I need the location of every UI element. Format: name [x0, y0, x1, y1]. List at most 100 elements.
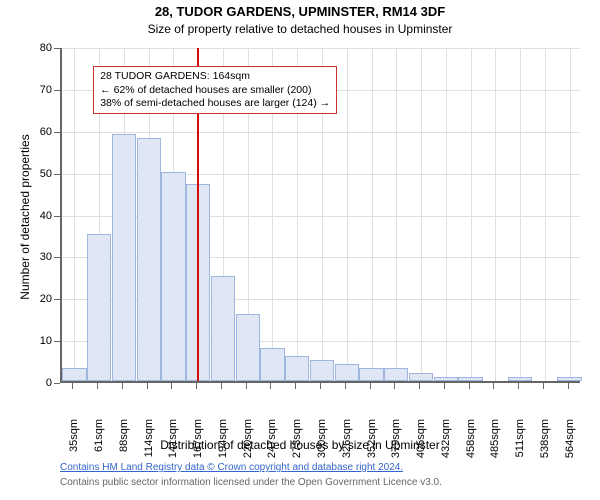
histogram-bar — [335, 364, 359, 381]
histogram-bar — [211, 276, 235, 381]
annotation-line: ← 62% of detached houses are smaller (20… — [100, 84, 330, 97]
xtick-label: 167sqm — [192, 419, 204, 469]
xtick — [345, 383, 346, 389]
xtick-label: 458sqm — [465, 419, 477, 469]
histogram-bar — [359, 368, 383, 381]
ytick-label: 10 — [26, 335, 52, 347]
plot-area: 28 TUDOR GARDENS: 164sqm← 62% of detache… — [60, 48, 580, 383]
histogram-bar — [112, 134, 136, 381]
xtick-label: 352sqm — [366, 419, 378, 469]
xtick — [295, 383, 296, 389]
xtick-label: 141sqm — [167, 419, 179, 469]
ytick-label: 80 — [26, 42, 52, 54]
histogram-bar — [161, 172, 185, 381]
ytick-label: 50 — [26, 168, 52, 180]
xtick-label: 247sqm — [266, 419, 278, 469]
histogram-bar — [62, 368, 86, 381]
gridline-horizontal — [62, 48, 580, 49]
histogram-bar — [260, 348, 284, 382]
xtick-label: 61sqm — [93, 419, 105, 469]
gridline-vertical — [446, 48, 447, 381]
histogram-bar — [458, 377, 482, 381]
chart-title: 28, TUDOR GARDENS, UPMINSTER, RM14 3DF — [0, 4, 600, 19]
gridline-vertical — [520, 48, 521, 381]
xtick-label: 432sqm — [440, 419, 452, 469]
xtick-label: 300sqm — [316, 419, 328, 469]
xtick — [394, 383, 395, 389]
ytick — [54, 216, 60, 217]
xtick — [196, 383, 197, 389]
xtick-label: 405sqm — [415, 419, 427, 469]
histogram-bar — [285, 356, 309, 381]
gridline-vertical — [396, 48, 397, 381]
ytick — [54, 132, 60, 133]
histogram-bar — [236, 314, 260, 381]
xtick — [469, 383, 470, 389]
xtick — [444, 383, 445, 389]
xtick-label: 35sqm — [68, 419, 80, 469]
xtick — [270, 383, 271, 389]
gridline-vertical — [74, 48, 75, 381]
gridline-vertical — [347, 48, 348, 381]
ytick-label: 40 — [26, 210, 52, 222]
histogram-bar — [137, 138, 161, 381]
gridline-vertical — [545, 48, 546, 381]
annotation-box: 28 TUDOR GARDENS: 164sqm← 62% of detache… — [93, 66, 337, 113]
xtick — [122, 383, 123, 389]
xtick-label: 273sqm — [291, 419, 303, 469]
ytick-label: 60 — [26, 126, 52, 138]
gridline-vertical — [421, 48, 422, 381]
xtick-label: 511sqm — [514, 419, 526, 469]
ytick-label: 70 — [26, 84, 52, 96]
histogram-bar — [409, 373, 433, 381]
xtick — [72, 383, 73, 389]
histogram-bar — [310, 360, 334, 381]
ytick — [54, 299, 60, 300]
xtick — [147, 383, 148, 389]
xtick — [221, 383, 222, 389]
xtick — [370, 383, 371, 389]
histogram-bar — [557, 377, 581, 381]
xtick — [246, 383, 247, 389]
ytick — [54, 383, 60, 384]
xtick-label: 114sqm — [143, 419, 155, 469]
ytick — [54, 174, 60, 175]
xtick-label: 194sqm — [217, 419, 229, 469]
gridline-vertical — [372, 48, 373, 381]
xtick — [543, 383, 544, 389]
ytick-label: 30 — [26, 251, 52, 263]
chart-subtitle: Size of property relative to detached ho… — [0, 22, 600, 36]
xtick — [568, 383, 569, 389]
gridline-vertical — [471, 48, 472, 381]
histogram-bar — [508, 377, 532, 381]
licence-text: Contains public sector information licen… — [60, 477, 442, 488]
annotation-line: 38% of semi-detached houses are larger (… — [100, 97, 330, 110]
histogram-bar — [434, 377, 458, 381]
gridline-vertical — [570, 48, 571, 381]
gridline-vertical — [495, 48, 496, 381]
xtick — [171, 383, 172, 389]
xtick-label: 220sqm — [242, 419, 254, 469]
xtick-label: 564sqm — [564, 419, 576, 469]
xtick-label: 538sqm — [539, 419, 551, 469]
ytick — [54, 257, 60, 258]
xtick — [320, 383, 321, 389]
xtick-label: 485sqm — [489, 419, 501, 469]
xtick — [518, 383, 519, 389]
xtick-label: 326sqm — [341, 419, 353, 469]
xtick — [419, 383, 420, 389]
chart-container: 28, TUDOR GARDENS, UPMINSTER, RM14 3DF S… — [0, 0, 600, 500]
ytick-label: 0 — [26, 377, 52, 389]
histogram-bar — [384, 368, 408, 381]
xtick-label: 379sqm — [390, 419, 402, 469]
histogram-bar — [87, 234, 111, 381]
xtick — [97, 383, 98, 389]
ytick-label: 20 — [26, 293, 52, 305]
ytick — [54, 48, 60, 49]
ytick — [54, 90, 60, 91]
annotation-line: 28 TUDOR GARDENS: 164sqm — [100, 70, 330, 83]
xtick-label: 88sqm — [118, 419, 130, 469]
xtick — [493, 383, 494, 389]
ytick — [54, 341, 60, 342]
gridline-horizontal — [62, 132, 580, 133]
